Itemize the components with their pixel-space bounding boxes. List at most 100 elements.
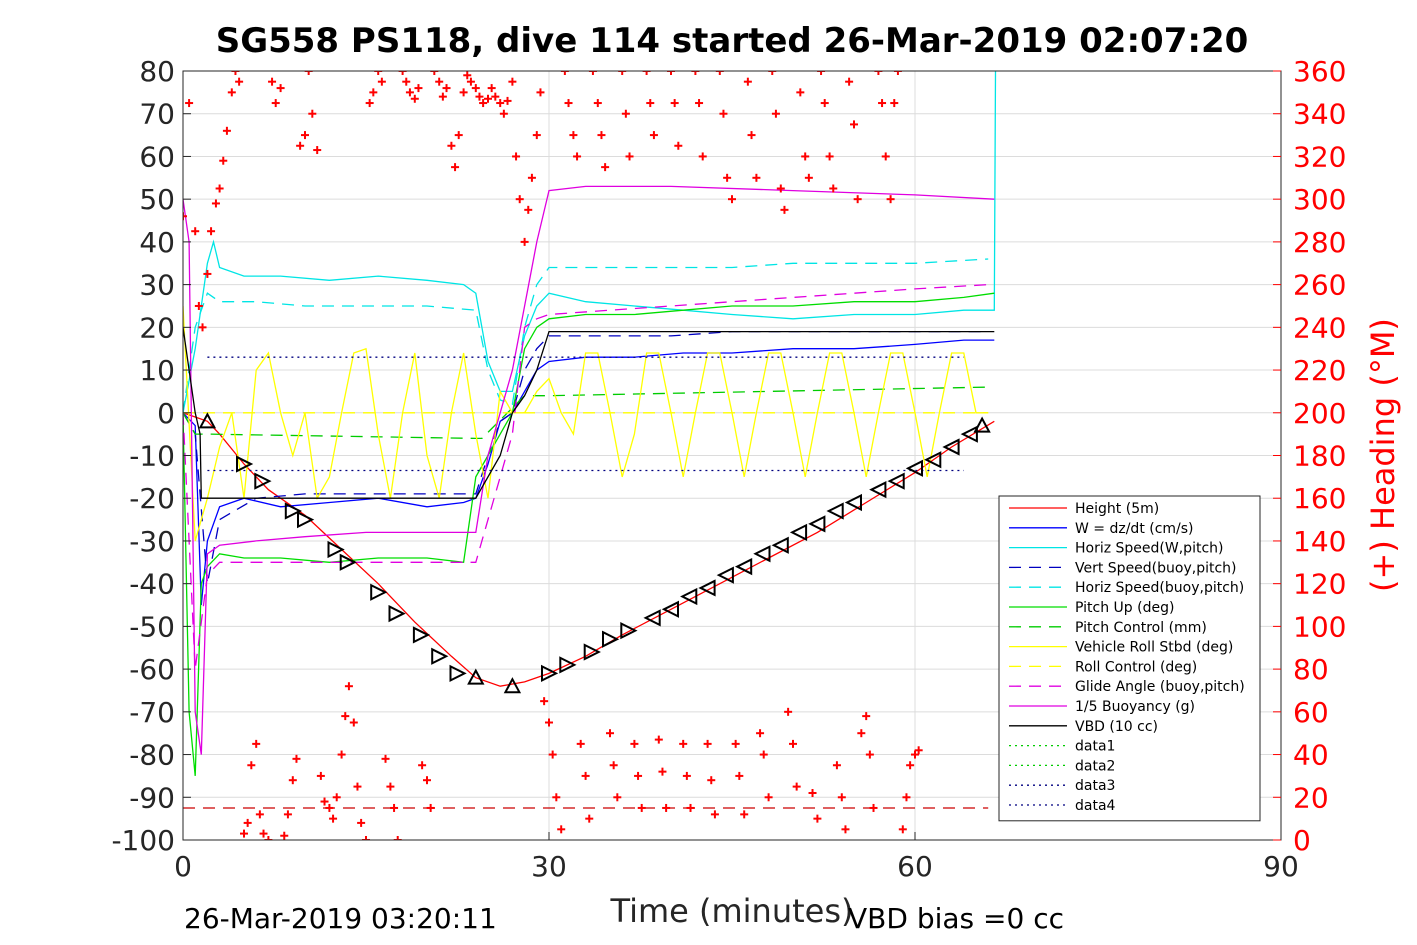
depth-marker <box>680 587 698 606</box>
heading-point <box>576 739 585 748</box>
heading-point <box>259 829 268 838</box>
heading-point <box>280 831 289 840</box>
heading-point <box>813 814 822 823</box>
series-line-1 <box>183 339 995 606</box>
heading-point <box>459 88 468 97</box>
y-tick-label-left: -20 <box>129 482 175 515</box>
heading-point <box>466 77 475 86</box>
heading-point <box>527 173 536 182</box>
heading-point <box>410 94 419 103</box>
heading-point <box>588 71 597 75</box>
heading-point <box>398 71 407 75</box>
y-tick-label-left: -90 <box>129 781 175 814</box>
heading-point <box>728 195 736 204</box>
depth-marker <box>905 459 923 477</box>
heading-point <box>804 173 813 182</box>
series-line-0 <box>183 412 995 687</box>
depth-marker <box>734 557 753 576</box>
heading-point <box>442 84 451 93</box>
heading-point <box>369 88 378 97</box>
heading-point <box>198 323 207 332</box>
heading-point <box>845 77 854 86</box>
heading-point <box>731 739 740 748</box>
legend-label: data2 <box>1075 758 1115 774</box>
series-line-11 <box>183 327 995 499</box>
depth-marker <box>808 515 826 533</box>
heading-point <box>191 227 200 236</box>
heading-point <box>520 237 529 246</box>
heading-point <box>393 836 402 840</box>
heading-point <box>227 88 236 97</box>
heading-point <box>524 205 533 214</box>
heading-point <box>691 71 700 75</box>
heading-point <box>820 99 829 108</box>
heading-point <box>308 109 317 118</box>
heading-point <box>710 810 719 819</box>
y-tick-label-left: -40 <box>129 568 175 601</box>
depth-marker <box>620 622 638 640</box>
legend-box <box>998 495 1261 822</box>
heading-point <box>344 682 353 691</box>
heading-point <box>832 761 841 770</box>
depth-marker <box>661 600 679 618</box>
heading-point <box>703 739 712 748</box>
heading-point <box>545 718 553 727</box>
y-tick-label-left: -70 <box>129 696 175 729</box>
heading-point <box>194 301 203 310</box>
legend-label: Roll Control (deg) <box>1075 659 1197 675</box>
heading-point <box>365 99 374 108</box>
heading-point <box>825 152 834 161</box>
legend-label: data1 <box>1075 739 1115 755</box>
heading-point <box>792 782 801 791</box>
heading-point <box>536 88 545 97</box>
heading-point <box>723 173 732 182</box>
heading-point <box>776 184 785 193</box>
heading-point <box>512 152 521 161</box>
heading-point <box>435 77 444 86</box>
y-tick-label-left: 10 <box>139 354 175 387</box>
depth-marker <box>254 472 272 490</box>
depth-marker <box>753 545 771 563</box>
y-tick-label-right: 260 <box>1293 269 1346 302</box>
y-tick-label-right: 0 <box>1293 824 1311 857</box>
y-tick-label-left: -80 <box>129 739 175 772</box>
heading-point <box>881 152 890 161</box>
depth-marker <box>583 643 601 661</box>
heading-point <box>698 152 707 161</box>
heading-point <box>869 803 878 812</box>
heading-point <box>752 173 761 182</box>
heading-point <box>463 71 472 80</box>
depth-marker <box>643 609 661 627</box>
heading-point <box>304 71 313 75</box>
y-tick-label-right: 300 <box>1293 183 1346 216</box>
y-tick-label-right: 200 <box>1293 397 1346 430</box>
legend-label: data4 <box>1075 798 1116 814</box>
depth-marker <box>198 412 217 429</box>
y-tick-label-right: 280 <box>1293 226 1346 259</box>
heading-point <box>271 99 280 108</box>
heading-point <box>682 771 691 780</box>
heading-point <box>211 199 220 208</box>
x-tick-label: 30 <box>531 850 567 883</box>
heading-point <box>496 99 505 108</box>
heading-point <box>886 195 895 204</box>
heading-point <box>914 746 923 755</box>
y-tick-label-right: 180 <box>1293 440 1346 473</box>
depth-marker <box>771 536 789 554</box>
depth-marker <box>297 510 315 529</box>
depth-marker <box>467 668 485 685</box>
series-line-10 <box>183 185 995 755</box>
y-tick-label-right: 140 <box>1293 525 1346 558</box>
depth-marker <box>412 626 431 644</box>
heading-point <box>569 131 578 140</box>
heading-point <box>288 776 297 785</box>
footer-timestamp: 26-Mar-2019 03:20:11 <box>184 902 497 935</box>
heading-point <box>390 803 399 812</box>
y-tick-label-right: 360 <box>1293 55 1346 88</box>
heading-point <box>902 793 911 802</box>
depth-marker <box>924 451 942 469</box>
heading-point <box>252 739 261 748</box>
heading-point <box>329 814 338 823</box>
heading-point <box>268 77 277 86</box>
heading-point <box>564 99 573 108</box>
